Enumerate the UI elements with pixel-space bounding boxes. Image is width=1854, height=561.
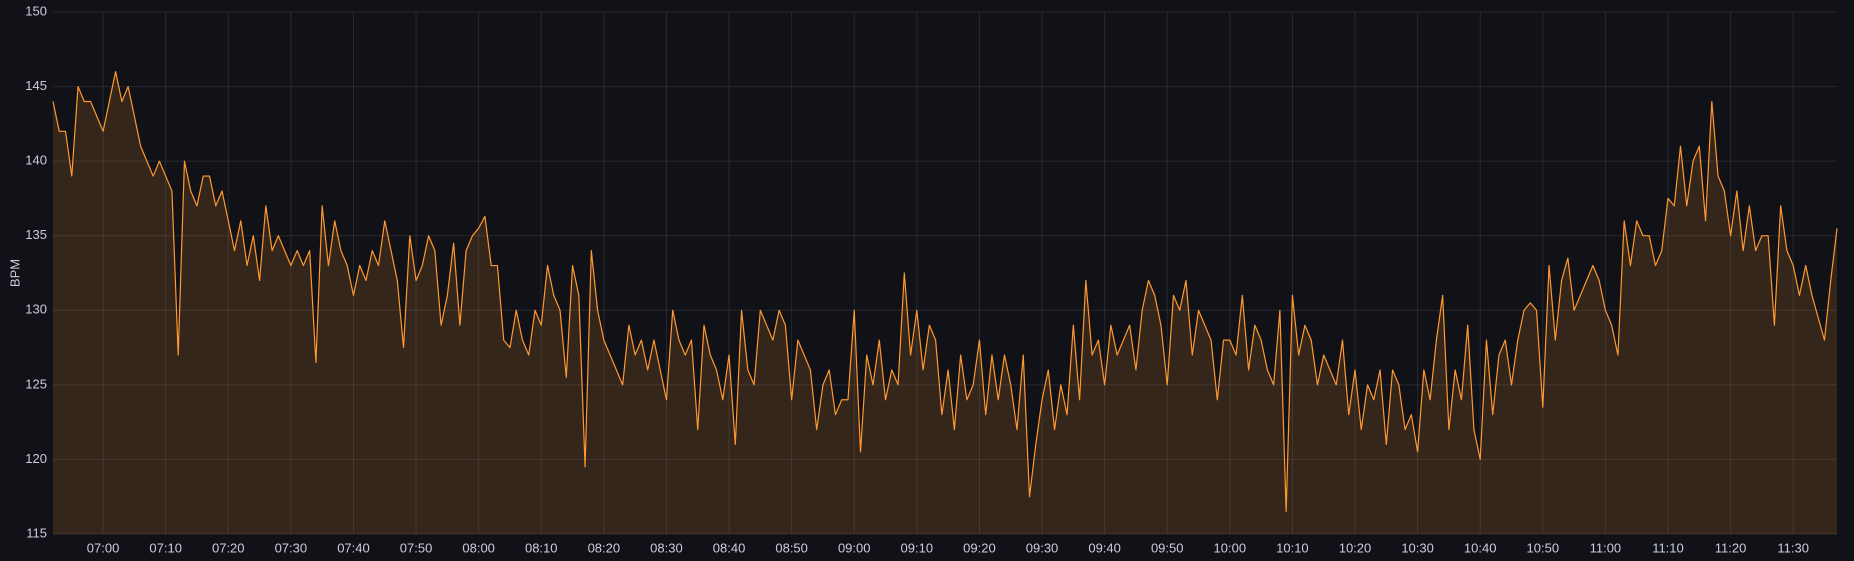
x-tick-label: 07:20 [212,540,245,555]
x-tick-label: 09:50 [1151,540,1184,555]
x-tick-label: 10:30 [1401,540,1434,555]
line [52,71,1838,513]
y-tick-label: 130 [25,302,47,317]
x-tick-label: 10:10 [1276,540,1309,555]
x-tick-label: 10:50 [1527,540,1560,555]
y-tick-label: 125 [25,376,47,391]
y-tick-label: 140 [25,153,47,168]
x-tick-label: 08:40 [713,540,746,555]
x-tick-label: 08:30 [650,540,683,555]
y-tick-label: 145 [25,78,47,93]
x-tick-label: 07:50 [400,540,433,555]
x-tick-label: 07:40 [337,540,370,555]
y-tick-label: 115 [26,525,47,540]
x-tick-label: 08:50 [775,540,808,555]
x-tick-label: 11:10 [1652,540,1684,555]
x-tick-label: 07:10 [149,540,182,555]
x-tick-label: 08:10 [525,540,558,555]
x-tick-label: 09:20 [963,540,996,555]
x-tick-label: 11:20 [1715,540,1747,555]
x-tick-label: 10:20 [1339,540,1372,555]
x-tick-label: 09:40 [1088,540,1121,555]
y-tick-label: 135 [25,227,47,242]
x-tick-label: 08:00 [462,540,495,555]
x-tick-label: 11:30 [1777,540,1809,555]
x-tick-label: 09:10 [901,540,934,555]
y-axis-label: BPM [7,259,22,287]
y-tick-label: 150 [25,3,47,18]
x-tick-label: 10:00 [1214,540,1247,555]
x-tick-label: 09:30 [1026,540,1059,555]
x-tick-label: 09:00 [838,540,871,555]
x-tick-label: 07:00 [87,540,120,555]
y-tick-label: 120 [25,451,47,466]
x-tick-label: 11:00 [1590,540,1622,555]
area [53,71,1837,534]
x-tick-label: 08:20 [588,540,621,555]
x-tick-label: 10:40 [1464,540,1497,555]
x-tick-label: 07:30 [275,540,308,555]
